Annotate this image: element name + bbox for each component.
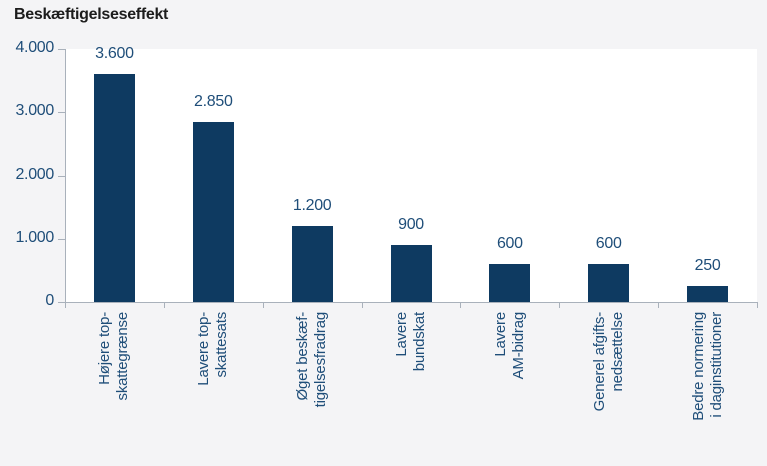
category-label-line: Generel afgifts- [590,312,608,412]
x-axis-line [65,302,757,303]
chart-title: Beskæftigelseseffekt [14,6,169,23]
x-axis-tick [262,302,264,308]
y-axis-line [65,49,66,302]
category-label-line: Lavere [491,312,509,357]
x-axis-tick [361,302,363,308]
x-axis-tick [658,302,660,308]
category-label-line: skattegrænse [113,312,131,401]
bar [390,245,432,302]
category-label-line: tigelsesfradrag [311,312,329,408]
y-axis-tick [58,112,65,114]
y-axis-tick [58,302,65,303]
category-label: Lavere bundskat [393,312,429,462]
bar-value-label: 900 [398,216,424,234]
category-label-line: nedsættelse [608,312,626,392]
x-axis-tick [460,302,462,308]
bar [489,264,531,302]
bar [192,121,234,302]
y-axis-tick-label: 1.000 [15,228,54,246]
y-axis-tick [58,49,65,50]
category-label-line: Bedre normering [689,312,707,421]
category-label-line: Højere top- [96,312,114,385]
bar [93,74,135,302]
bar-value-label: 600 [595,235,622,253]
category-label: Øget beskæf-tigelsesfradrag [294,312,330,462]
category-label-line: Øget beskæf- [294,312,312,401]
category-label: Lavere top-skattesats [195,312,231,462]
x-axis-tick [757,302,758,308]
category-label: Højere top-skattegrænse [96,312,132,462]
bar-value-label: 600 [496,235,523,253]
category-label-line: bundskat [410,312,428,372]
y-axis-tick-label: 2.000 [15,165,54,183]
y-axis-tick [58,175,65,177]
category-label: Lavere AM-bidrag [492,312,528,462]
x-axis-tick [65,302,66,308]
bar-value-label: 250 [694,257,721,275]
bar [588,264,630,302]
bar-value-label: 3.600 [95,45,134,63]
category-label-line: AM-bidrag [509,312,527,380]
y-axis-tick-label: 4.000 [15,39,54,56]
category-label-line: Lavere [393,312,410,357]
y-axis-tick-label: 0 [45,292,54,309]
bar [687,286,729,302]
category-label: Generel afgifts-nedsættelse [591,312,627,462]
category-label-line: Lavere top- [195,312,213,386]
category-label-line: i daginstitutioner [707,312,725,418]
bar-value-label: 1.200 [292,197,332,215]
bar [291,226,333,302]
x-axis-tick [163,302,165,308]
category-label-line: skattesats [212,312,230,378]
y-axis-tick [58,238,65,240]
bar-value-label: 2.850 [194,92,233,110]
x-axis-tick [559,302,561,308]
category-label: Bedre normering i daginstitutioner [690,312,726,462]
y-axis-tick-label: 3.000 [15,102,54,120]
